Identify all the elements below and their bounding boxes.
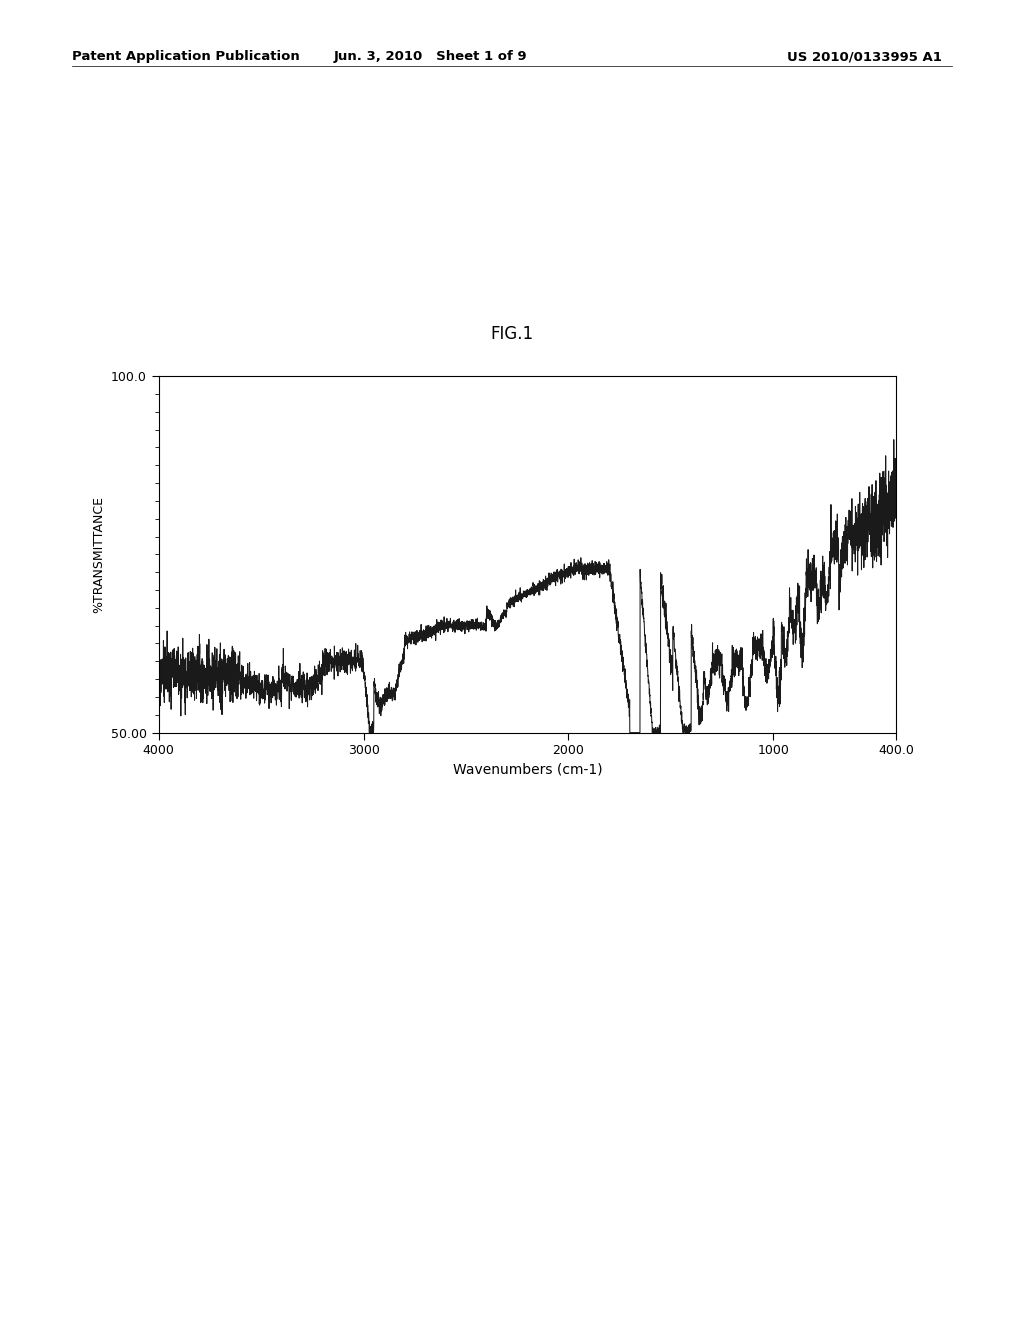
X-axis label: Wavenumbers (cm-1): Wavenumbers (cm-1) — [453, 763, 602, 777]
Text: Patent Application Publication: Patent Application Publication — [72, 50, 299, 63]
Y-axis label: %TRANSMITTANCE: %TRANSMITTANCE — [92, 496, 105, 612]
Text: Jun. 3, 2010   Sheet 1 of 9: Jun. 3, 2010 Sheet 1 of 9 — [333, 50, 527, 63]
Text: US 2010/0133995 A1: US 2010/0133995 A1 — [787, 50, 942, 63]
Text: FIG.1: FIG.1 — [490, 325, 534, 343]
